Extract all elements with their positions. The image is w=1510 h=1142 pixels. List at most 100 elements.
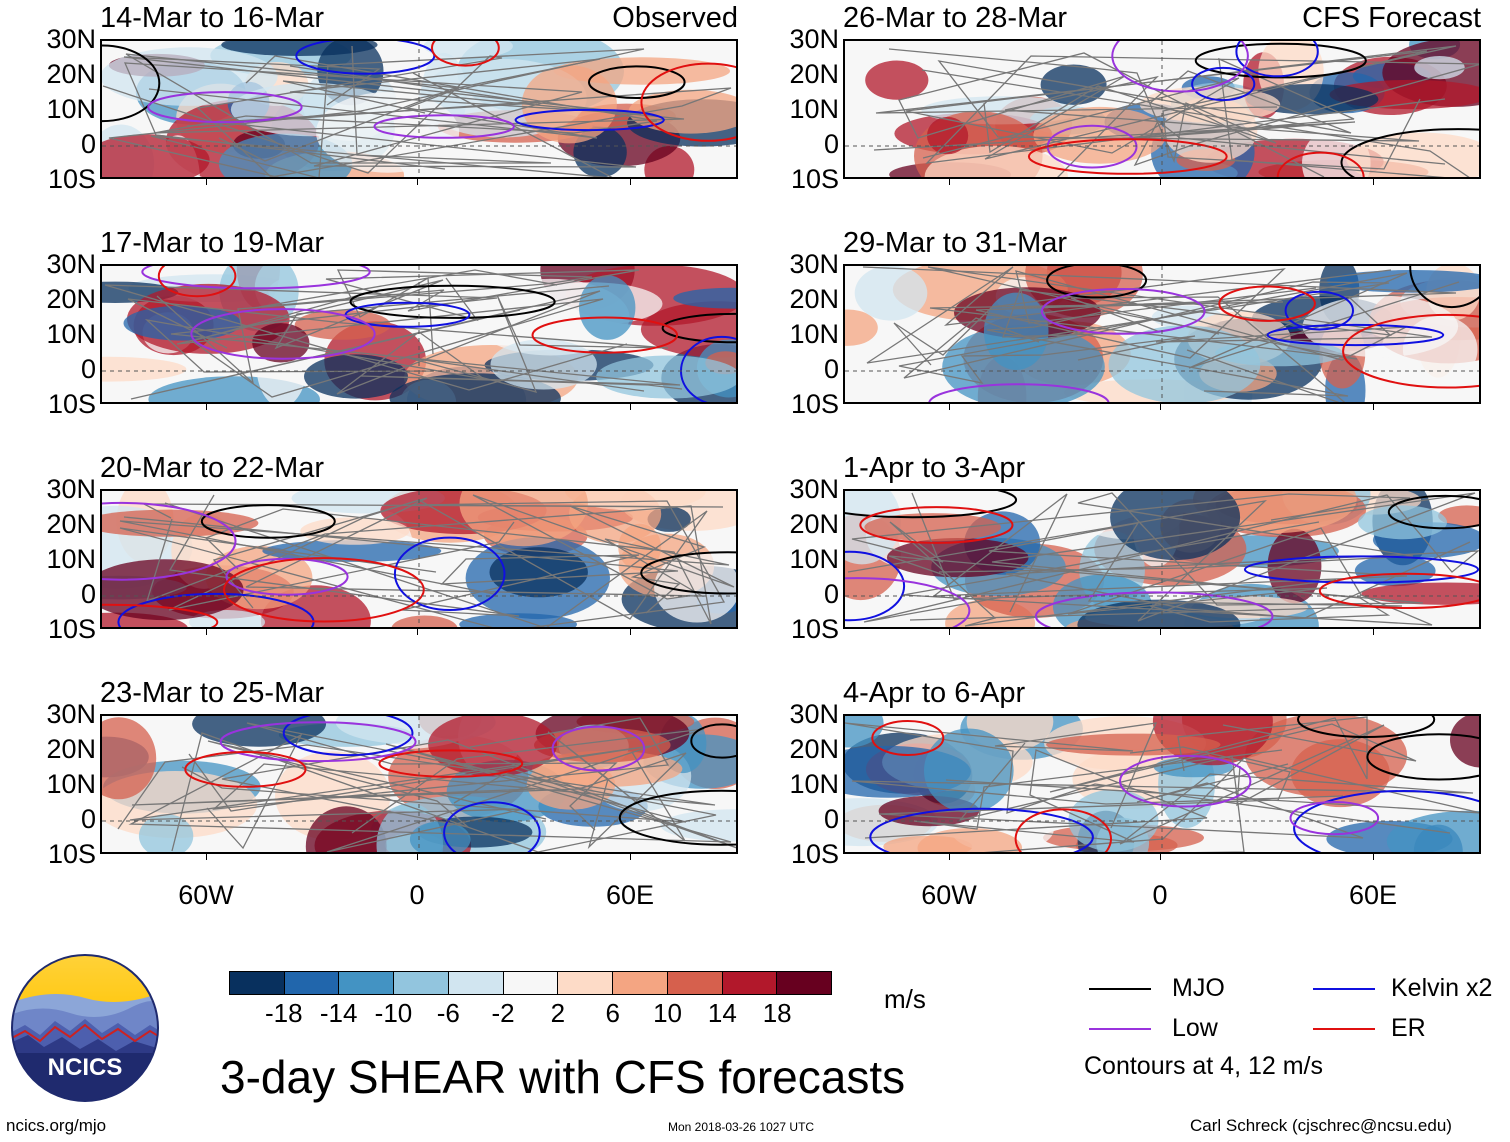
shear-anomaly-region [521,65,617,144]
panel-type-label: Observed [612,2,738,34]
contour-mjo [349,284,556,319]
contour-low [141,266,371,290]
lon-tick-mark [1160,629,1161,635]
shear-anomaly-region [924,145,1068,177]
coastline [905,45,1457,170]
colorbar-swatch [339,972,395,994]
shear-anomaly-region [391,615,458,627]
contour-er [871,720,945,756]
contour-low [551,725,646,772]
lon-tick-mark [206,629,207,635]
shear-anomaly-region [1438,505,1479,527]
lat-tick-label: 10N [46,544,96,574]
lat-tick-label: 20N [46,734,96,764]
lat-tick-label: 30N [789,699,839,729]
coastline [878,746,1364,839]
contour-mjo [690,723,736,759]
shear-anomaly-region [660,809,736,842]
contour-kelvin-x2 [845,550,906,622]
coastline [117,717,716,830]
contour-low [190,308,376,360]
shear-map [100,39,738,179]
shear-map [843,264,1481,404]
contour-er [640,62,736,142]
contour-mjo [1046,266,1148,299]
shear-anomaly-region [1267,528,1322,604]
lon-tick-mark [1373,629,1374,635]
lon-tick-label: 60E [1348,880,1398,910]
contour-er [531,316,679,354]
ncics-logo: NCICS [10,953,160,1103]
panel-title: 26-Mar to 28-Mar [843,2,1068,34]
colorbar-swatch [777,972,832,994]
lat-tick-label: 10N [46,319,96,349]
lat-tick-label: 0 [823,579,839,609]
panel-title: 23-Mar to 25-Mar [100,677,325,709]
coastline [866,266,1392,379]
colorbar-swatch [558,972,614,994]
lat-tick-label: 0 [823,804,839,834]
lon-tick-label: 0 [409,880,425,910]
contour-er [222,557,425,623]
coastline [845,722,1451,834]
contour-kelvin-x2 [1191,66,1256,102]
lat-tick-label: 0 [823,354,839,384]
lat-tick-label: 20N [789,284,839,314]
panel-title: 1-Apr to 3-Apr [843,452,1026,484]
coastline [851,724,1474,845]
lat-tick-label: 20N [46,59,96,89]
lat-tick-label: 10S [790,389,839,419]
coastline [207,739,736,849]
colorbar-tick-label: 10 [653,998,682,1028]
lon-tick-mark [949,629,950,635]
coastline [128,733,732,850]
contour-mjo [588,65,686,100]
contour-mjo [1409,266,1479,309]
shear-anomaly-region [102,717,157,800]
colorbar-tick-label: -14 [319,998,358,1028]
website-link[interactable]: ncics.org/mjo [6,1116,107,1135]
lon-tick-mark [630,854,631,860]
lon-tick-mark [630,404,631,410]
contour-kelvin-x2 [1266,323,1445,347]
contour-er [102,603,219,627]
lat-tick-label: 10N [46,94,96,124]
shear-anomaly-region [596,355,736,399]
contour-er [1218,285,1316,322]
author-credit: Carl Schreck (cjschrec@ncsu.edu) [1190,1116,1452,1135]
lon-tick-mark [630,629,631,635]
contour-kelvin-x2 [1243,555,1479,584]
coastline [864,749,1283,843]
shear-anomaly-region [654,552,736,623]
legend-swatch-er [1313,1028,1375,1030]
panel-title: 14-Mar to 16-Mar [100,2,325,34]
contour-er [1027,138,1228,175]
shear-anomaly-region [138,814,194,852]
contour-low [1034,591,1274,627]
contour-mjo [102,44,161,123]
shear-anomaly-region [459,613,577,627]
shear-anomaly-region [428,716,558,777]
lat-tick-label: 10S [47,389,96,419]
contour-kelvin-x2 [869,807,1094,852]
lon-tick-mark [1160,404,1161,410]
lat-tick-label: 20N [789,509,839,539]
contour-low [845,577,971,627]
contour-kelvin-x2 [393,536,506,612]
panel-title: 29-Mar to 31-Mar [843,227,1068,259]
contour-low [1289,801,1380,836]
coastline [171,722,717,852]
shear-anomaly-region [1414,56,1465,80]
shear-anomaly-region [1108,325,1261,402]
contour-note: Contours at 4, 12 m/s [1084,1052,1324,1080]
coastline [123,56,642,162]
lon-tick-label: 60W [178,880,234,910]
lon-tick-mark [417,404,418,410]
coastline [945,742,1479,852]
shear-anomaly-region [1110,491,1241,561]
lat-tick-label: 10S [790,614,839,644]
lat-tick-label: 10N [789,769,839,799]
lon-tick-label: 60E [605,880,655,910]
shear-anomaly-region [1354,555,1436,587]
lat-tick-label: 30N [46,249,96,279]
